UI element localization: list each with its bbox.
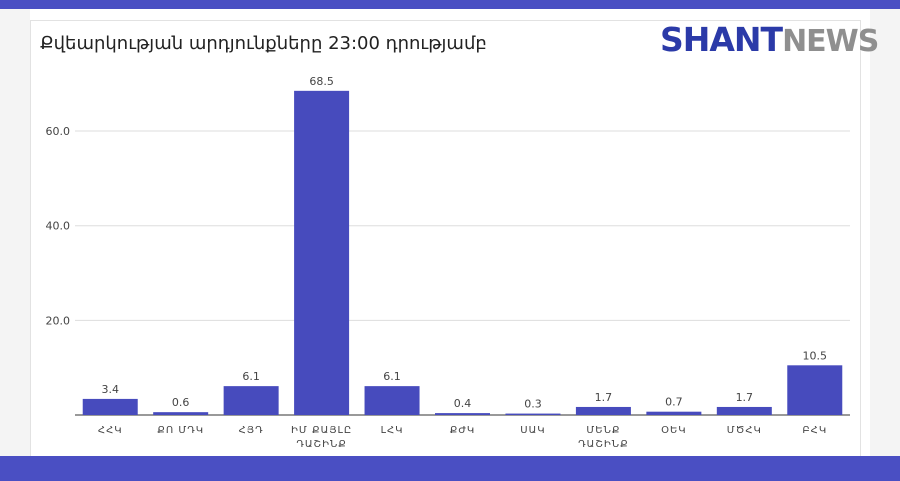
bar <box>294 90 350 415</box>
bottom-band <box>0 456 900 481</box>
bar <box>646 411 702 415</box>
value-label: 6.1 <box>242 370 260 383</box>
x-tick-label: ԼՀԿ <box>381 425 404 436</box>
x-tick-label: ՍԱԿ <box>520 425 545 436</box>
bars <box>82 90 843 415</box>
left-margin <box>0 9 30 456</box>
shantnews-logo: SHANTNEWS <box>660 20 879 60</box>
x-tick-label: ԴԱՇԻՆՔ <box>578 439 629 450</box>
value-label: 10.5 <box>803 349 828 362</box>
x-tick-label: ՔԺԿ <box>450 425 475 436</box>
chart-title: Քվեարկության արդյունքները 23:00 դրությամ… <box>40 33 487 54</box>
value-label: 0.4 <box>454 397 472 410</box>
x-tick-label: ՄԵՆՔ <box>586 425 620 436</box>
y-tick-label: 40.0 <box>46 220 71 233</box>
value-label: 0.3 <box>524 398 542 411</box>
y-tick-label: 20.0 <box>46 314 71 327</box>
bar <box>716 406 772 415</box>
value-label: 68.5 <box>309 75 334 88</box>
x-tick-label: ՀՅԴ <box>239 425 264 436</box>
value-label: 1.7 <box>595 391 613 404</box>
bar <box>364 386 420 415</box>
bar <box>505 413 561 415</box>
value-label: 0.7 <box>665 396 683 409</box>
right-margin <box>870 9 900 456</box>
labels: 20.0 40.0 60.0 3.4 ՀՀԿ 0.6 ՔՈ ՄԴԿ 6.1 ՀՅԴ 68.5 ԻՄ … <box>46 75 828 450</box>
x-tick-label: ԻՄ ՔԱՅԼԸ <box>291 425 352 436</box>
logo-primary-text: SHANT <box>660 20 783 59</box>
x-tick-label: ԲՀԿ <box>802 425 827 436</box>
x-tick-label: ՀՀԿ <box>98 425 123 436</box>
chart-card <box>30 20 861 457</box>
logo-secondary-text: NEWS <box>782 24 879 59</box>
bar <box>575 406 631 415</box>
x-tick-label: ՕԵԿ <box>661 425 687 436</box>
value-label: 0.6 <box>172 396 190 409</box>
x-tick-label: ՄԾՀԿ <box>727 425 762 436</box>
top-band <box>0 0 900 9</box>
x-tick-label: ՔՈ ՄԴԿ <box>157 425 204 436</box>
bar <box>435 413 490 415</box>
bar <box>82 398 138 415</box>
value-label: 3.4 <box>101 383 119 396</box>
value-label: 6.1 <box>383 370 401 383</box>
x-tick-label: ԴԱՇԻՆՔ <box>296 439 347 450</box>
bar <box>787 365 843 415</box>
y-tick-label: 60.0 <box>46 125 71 138</box>
value-label: 1.7 <box>736 391 754 404</box>
bar <box>153 412 209 415</box>
grid-lines <box>75 130 850 416</box>
bar <box>223 386 279 415</box>
